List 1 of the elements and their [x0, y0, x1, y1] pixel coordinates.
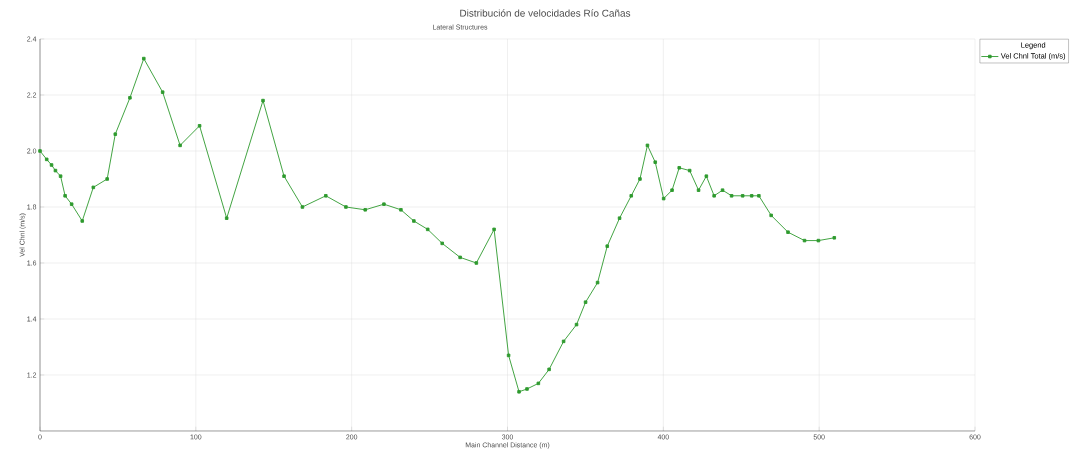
chart-title: Distribución de velocidades Río Cañas	[460, 9, 631, 17]
